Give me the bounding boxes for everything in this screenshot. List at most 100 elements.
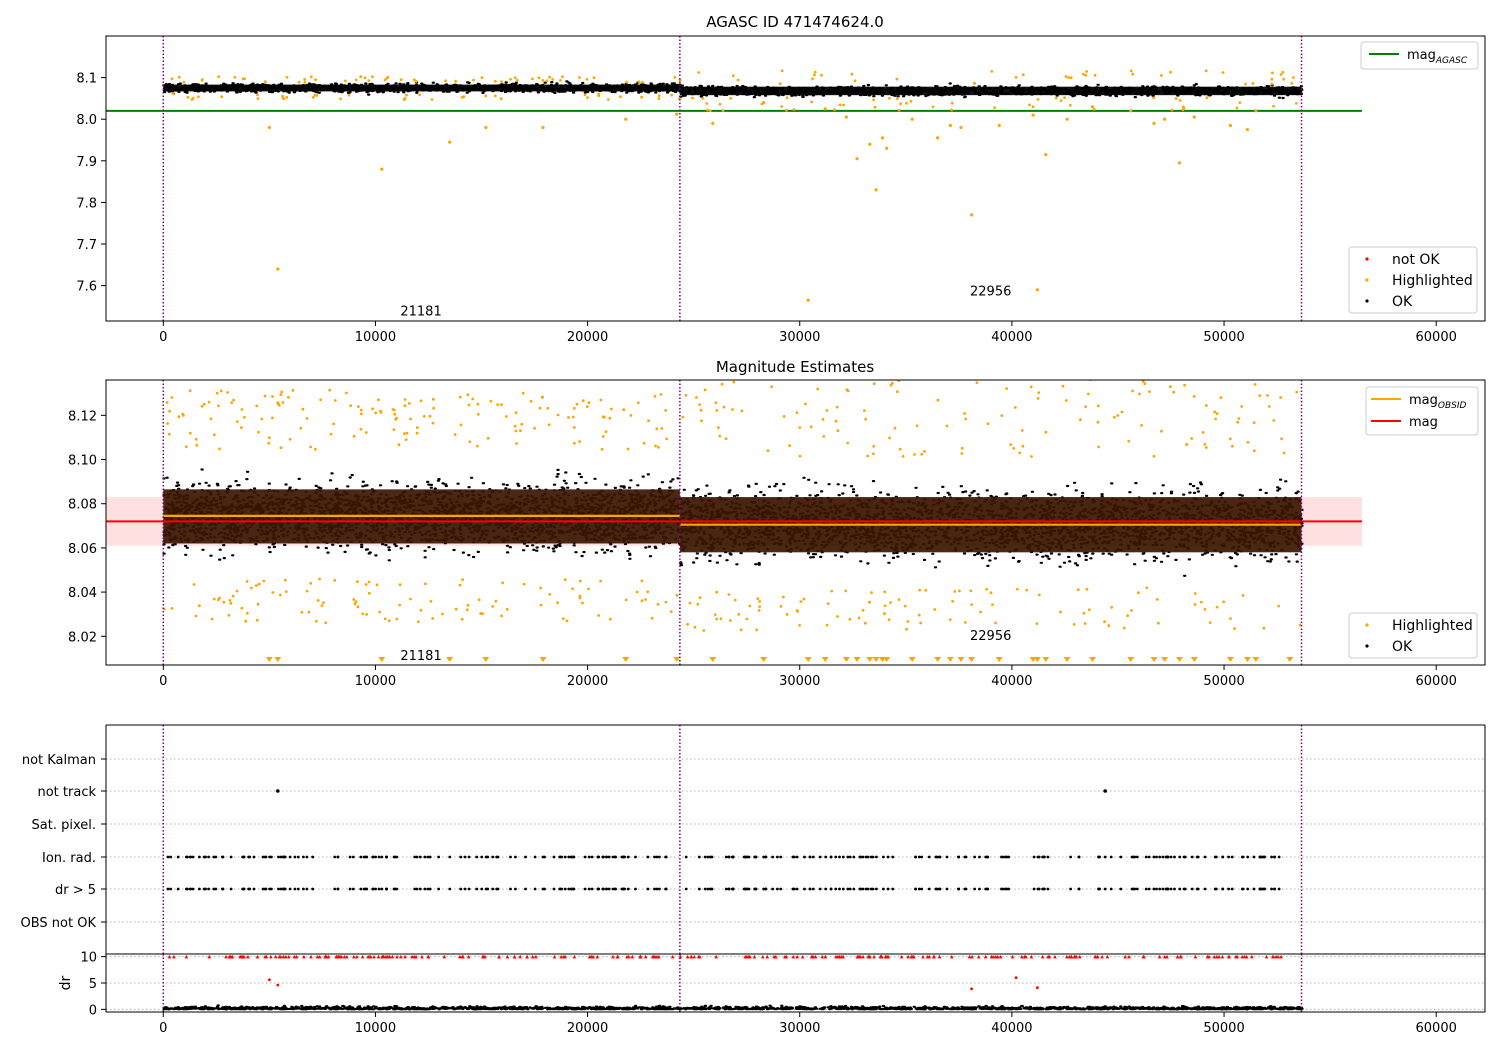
- ion-rad-point: [964, 855, 968, 859]
- ion-rad-point: [852, 855, 856, 859]
- highlighted-point: [551, 78, 555, 81]
- highlighted-point: [654, 444, 657, 448]
- highlighted-point: [419, 399, 423, 403]
- highlighted-point: [1190, 437, 1193, 440]
- highlighted-point: [213, 433, 216, 437]
- dr-clipped-marker: [559, 954, 563, 959]
- dr-gt-5-point: [1273, 887, 1277, 891]
- dr-gt-5-point: [841, 887, 845, 891]
- highlighted-point: [1064, 399, 1068, 402]
- highlighted-point: [303, 80, 307, 84]
- highlighted-point: [1036, 98, 1040, 101]
- highlighted-point: [319, 398, 322, 402]
- dr-clipped-marker: [395, 954, 399, 959]
- dr-clipped-marker: [989, 954, 994, 959]
- clipped-point-marker: [883, 657, 891, 662]
- dr-gt-5-point: [333, 887, 337, 891]
- highlighted-point: [357, 405, 360, 408]
- ion-rad-point: [986, 855, 990, 859]
- dr-gt-5-point: [351, 887, 355, 891]
- dr-gt-5-point: [293, 887, 297, 891]
- dr-gt-5-point: [514, 887, 517, 891]
- clipped-point-marker: [866, 657, 874, 662]
- dr-axes: 0 10000 20000 30000 40000 50000 60000 0 5 10: [80, 951, 1486, 1036]
- clipped-point-marker: [378, 657, 386, 662]
- ion-rad-point: [1190, 855, 1194, 859]
- highlighted-point: [1087, 392, 1090, 396]
- dr-clipped-marker: [795, 954, 799, 959]
- highlighted-point: [602, 415, 606, 419]
- dr-not-ok-point: [276, 983, 280, 987]
- dr-clipped-marker: [246, 954, 250, 959]
- agasc-ok-points: [162, 80, 1304, 100]
- dr-clipped-marker: [390, 954, 395, 959]
- highlighted-point: [364, 583, 368, 586]
- ion-rad-point: [413, 855, 417, 859]
- highlighted-point: [664, 600, 668, 604]
- dr-gt-5-point: [824, 887, 828, 891]
- dr-clipped-marker: [670, 954, 675, 959]
- dr-clipped-marker: [292, 954, 297, 959]
- highlighted-point: [888, 436, 891, 440]
- ion-rad-point: [282, 855, 286, 859]
- highlighted-point: [1208, 621, 1212, 624]
- highlighted-point: [1294, 102, 1298, 105]
- dr-gt-5-point: [886, 887, 890, 891]
- highlighted-point: [1270, 77, 1274, 81]
- ion-rad-point: [886, 855, 890, 859]
- highlighted-point: [1222, 600, 1225, 604]
- highlighted-point: [359, 75, 363, 79]
- dr-clipped-marker: [505, 954, 510, 959]
- dr-clipped-marker: [696, 954, 701, 959]
- highlighted-point: [785, 96, 789, 100]
- highlighted-point: [1169, 70, 1172, 74]
- highlighted-point: [307, 610, 311, 614]
- highlighted-point: [702, 629, 706, 632]
- ion-rad-point: [795, 855, 799, 859]
- dr-gt-5-point: [428, 887, 432, 891]
- highlighted-point: [393, 412, 397, 416]
- highlighted-point: [405, 431, 409, 435]
- magnitude-axes: 0 10000 20000 30000 40000 50000 60000 8.02 8.04 8…: [68, 379, 1486, 689]
- flag-category-label: dr > 5: [55, 883, 96, 898]
- ion-rad-point: [480, 855, 484, 859]
- clipped-point-marker: [709, 657, 717, 662]
- highlighted-point: [864, 417, 867, 421]
- highlighted-outlier: [880, 136, 885, 140]
- highlighted-point: [578, 579, 582, 583]
- dr-gt-5-point: [418, 887, 422, 891]
- ion-rad-point: [486, 855, 490, 859]
- dr-gt-5-point: [1263, 887, 1266, 891]
- highlighted-outlier: [959, 125, 963, 130]
- highlighted-point: [825, 409, 829, 412]
- ion-rad-point: [858, 855, 862, 859]
- dr-gt-5-point: [191, 887, 195, 891]
- highlighted-point: [733, 598, 737, 602]
- highlighted-point: [888, 96, 891, 100]
- highlighted-point: [578, 596, 582, 600]
- dr-gt-5-point: [927, 887, 931, 891]
- highlighted-point: [1170, 370, 1173, 373]
- highlighted-point: [782, 415, 786, 418]
- ion-rad-point: [1196, 855, 1200, 859]
- dr-not-ok-point: [1014, 976, 1018, 980]
- flags-gridlines: [106, 758, 1485, 923]
- highlighted-point: [377, 398, 380, 402]
- dr-gt-5-point: [803, 887, 806, 891]
- highlighted-point: [1013, 406, 1017, 409]
- dr-clipped-marker: [1250, 954, 1254, 959]
- agasc-legend-points: not OK Highlighted OK: [1348, 246, 1478, 314]
- dr-gt-5-point: [762, 887, 766, 891]
- dr-gt-5-point: [348, 887, 352, 891]
- ion-rad-point: [1221, 855, 1225, 859]
- x-tick-label: 60000: [1416, 330, 1457, 345]
- highlighted-point: [466, 603, 470, 607]
- highlighted-point: [1108, 365, 1111, 368]
- highlighted-point: [646, 590, 650, 594]
- highlighted-outlier: [1031, 113, 1035, 117]
- dr-gt-5-point: [282, 887, 286, 891]
- highlighted-point: [713, 613, 717, 616]
- dr-clipped-marker: [811, 954, 815, 959]
- highlighted-point: [838, 103, 842, 107]
- highlighted-point: [1174, 97, 1178, 100]
